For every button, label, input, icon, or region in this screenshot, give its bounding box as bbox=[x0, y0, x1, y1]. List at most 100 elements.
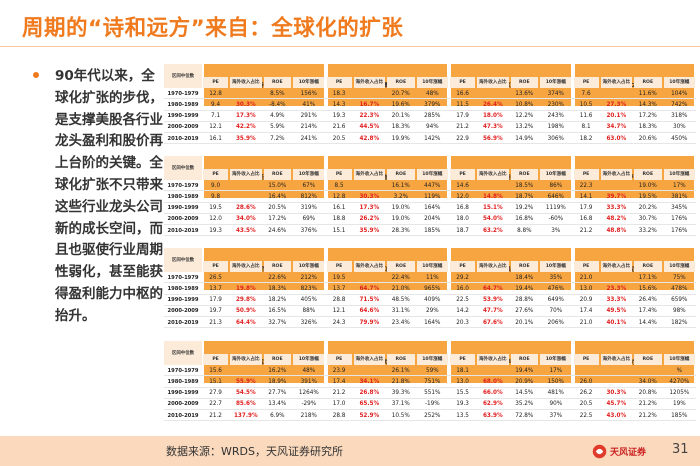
overseas-share-cell: 14.8% bbox=[482, 193, 503, 200]
data-cell: 156% bbox=[300, 90, 317, 97]
data-cell: 20.2% bbox=[638, 205, 657, 212]
data-cell: 7.2% bbox=[270, 135, 285, 142]
table-row: 2000-2009 12.1 42.2% 5.9% 214% 21.6 44.5% 18.3%… bbox=[164, 122, 696, 134]
data-cell: 164% bbox=[424, 205, 441, 212]
data-cell: 374% bbox=[547, 90, 564, 97]
data-cell: 5.9% bbox=[270, 124, 285, 131]
data-cell: 17.9 bbox=[579, 205, 593, 212]
data-cell: 21.6 bbox=[332, 124, 346, 131]
overseas-share-cell: 30.3% bbox=[235, 101, 256, 108]
data-cell: 98% bbox=[672, 308, 686, 315]
source-text: 数据来源：WRDS，天风证券研究所 bbox=[166, 445, 343, 458]
overseas-share-cell: 18.0% bbox=[482, 113, 503, 120]
data-cell: 823% bbox=[300, 285, 317, 292]
overseas-share-cell: 23.3% bbox=[606, 285, 627, 292]
column-header: 10年涨幅 bbox=[293, 169, 325, 180]
data-cell: 10.5 bbox=[579, 101, 593, 108]
overseas-share-cell: 44.5% bbox=[359, 124, 380, 131]
data-cell: 16.8 bbox=[456, 205, 469, 212]
column-header: PE bbox=[450, 354, 476, 365]
overseas-share-cell bbox=[353, 88, 386, 99]
data-cell: 16.1% bbox=[391, 182, 410, 189]
data-cell: 12.2% bbox=[515, 113, 534, 120]
column-header: 海外收入占比 bbox=[353, 261, 385, 272]
data-cell: 18.2% bbox=[268, 297, 287, 304]
overseas-share-cell bbox=[600, 376, 633, 387]
overseas-share-cell: 54.5% bbox=[235, 390, 256, 397]
data-cell: 20.5 bbox=[332, 135, 346, 142]
overseas-share-cell: 17.3% bbox=[359, 205, 380, 212]
page-title: 周期的“诗和远方”来自：全球化的扩张 bbox=[22, 16, 404, 41]
data-cell: 13.0 bbox=[579, 285, 593, 292]
data-cell: 198% bbox=[547, 124, 564, 131]
data-cell bbox=[633, 365, 663, 376]
data-cell: 23.9 bbox=[332, 367, 346, 374]
data-cell: 21.2% bbox=[638, 401, 657, 408]
period-label: 1970-1979 bbox=[167, 90, 199, 97]
data-cell: 19.4% bbox=[515, 367, 534, 374]
column-header: 海外收入占比 bbox=[600, 169, 632, 180]
data-cell: 21.2 bbox=[456, 124, 469, 131]
data-cell: 119% bbox=[424, 193, 441, 200]
data-cell: 24.3 bbox=[332, 319, 346, 326]
period-label: 2010-2019 bbox=[167, 135, 199, 142]
data-cell: 19.3 bbox=[456, 401, 469, 408]
data-cell: 8.5 bbox=[334, 182, 344, 189]
column-header: 海外收入占比 bbox=[600, 77, 632, 88]
overseas-share-cell: 33.3% bbox=[606, 205, 627, 212]
data-cell: 14.2 bbox=[456, 308, 469, 315]
data-cell: 16.1 bbox=[332, 205, 346, 212]
column-header: PE bbox=[450, 261, 476, 272]
data-cell: 21.0 bbox=[579, 274, 593, 281]
data-cell: 70% bbox=[549, 308, 563, 315]
period-label: 2000-2009 bbox=[167, 124, 199, 131]
data-cell: 14.3% bbox=[638, 101, 657, 108]
data-cell: 252% bbox=[424, 412, 441, 419]
data-cell: 21.0 bbox=[579, 319, 593, 326]
data-cell: 21.8% bbox=[391, 378, 410, 385]
data-cell: 18.3% bbox=[268, 285, 287, 292]
table-row: 1970-1979 9.0 15.0% 67% 8.5 16.1% 447% 14.6 18.5… bbox=[164, 180, 696, 192]
data-cell: 22.5 bbox=[456, 297, 469, 304]
data-cell: 22.4% bbox=[391, 274, 410, 281]
data-cell: 21.3 bbox=[209, 319, 222, 326]
overseas-share-cell: 34.0% bbox=[235, 216, 256, 223]
period-label: 1990-1999 bbox=[167, 205, 199, 212]
overseas-share-cell bbox=[600, 180, 633, 191]
data-cell: 150% bbox=[547, 378, 564, 385]
data-cell: 13.5 bbox=[456, 412, 469, 419]
data-cell: 185% bbox=[424, 227, 441, 234]
data-cell: % bbox=[676, 367, 683, 374]
column-header: PE bbox=[203, 77, 229, 88]
column-header: ROE bbox=[263, 77, 292, 88]
overseas-share-cell: 35.9% bbox=[235, 135, 256, 142]
table-row: 2010-2019 21.3 64.4% 32.7% 326% 24.3 79.9% 23.4… bbox=[164, 317, 696, 329]
source-bar: 数据来源：WRDS，天风证券研究所 bbox=[0, 436, 700, 466]
data-cell: 39.3% bbox=[391, 390, 410, 397]
column-header: PE bbox=[203, 354, 229, 365]
data-cell: 16.8% bbox=[515, 216, 534, 223]
data-cell: 14.6 bbox=[456, 182, 469, 189]
data-cell: 28.8% bbox=[515, 297, 534, 304]
data-cell: 3% bbox=[551, 227, 561, 234]
data-cell: 176% bbox=[671, 227, 688, 234]
table-row: 1980-1989 15.1 55.9% 18.9% 391% 17.4 34.1% 21.8… bbox=[164, 376, 696, 388]
overseas-share-cell: 42.2% bbox=[235, 124, 256, 131]
column-header: ROE bbox=[263, 354, 292, 365]
data-cell: 19.4% bbox=[515, 285, 534, 292]
data-cell: 69% bbox=[302, 216, 316, 223]
period-label: 1990-1999 bbox=[167, 113, 199, 120]
data-cell: 17% bbox=[672, 182, 686, 189]
data-cell: 13.7 bbox=[209, 285, 222, 292]
data-cell: 1119% bbox=[545, 205, 566, 212]
data-cell: 11.6 bbox=[579, 113, 593, 120]
column-header: 海外收入占比 bbox=[477, 77, 509, 88]
data-cell: 17.2% bbox=[268, 216, 287, 223]
table-row: 1990-1999 17.9 29.8% 18.2% 405% 28.8 71.5% 48.5… bbox=[164, 295, 696, 306]
column-header: 海外收入占比 bbox=[353, 169, 385, 180]
overseas-share-cell: 62.9% bbox=[482, 401, 503, 408]
data-cell: 19.0% bbox=[391, 205, 410, 212]
data-cell: 230% bbox=[547, 101, 564, 108]
column-header: 海外收入占比 bbox=[353, 77, 385, 88]
data-cell: 19.0% bbox=[391, 216, 410, 223]
